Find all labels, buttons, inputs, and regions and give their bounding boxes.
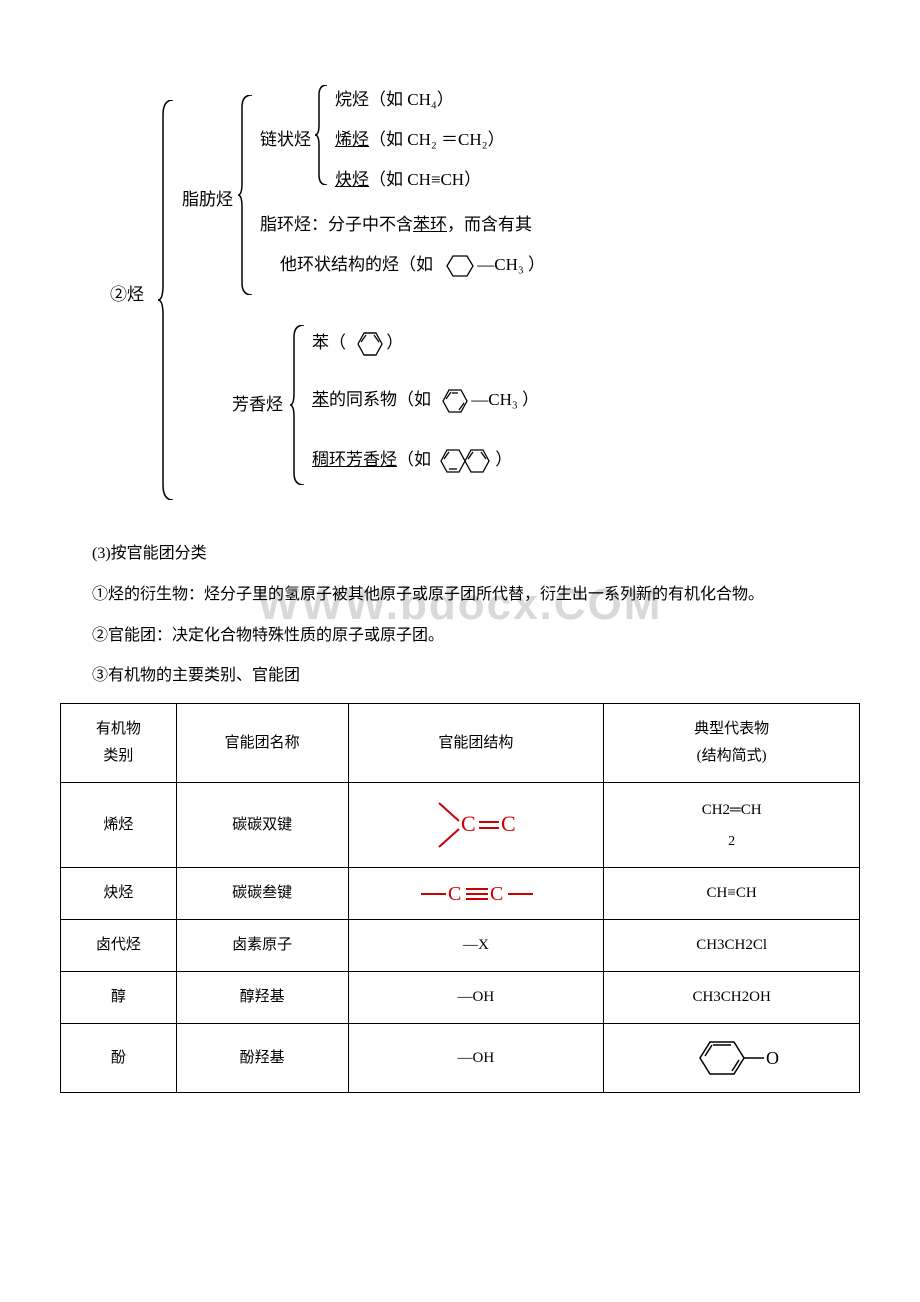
aromatic-label: 芳香烃 [232,390,283,421]
cc-triple-bond-icon: C C [416,881,536,907]
cell-cat-phenol: 酚 [61,1024,177,1093]
alicyclic2-pre: 他环状结构的烃（如 [280,255,433,274]
rep-alkene-mid: ═ [730,802,741,818]
benzene-pre: 苯（ [312,333,346,352]
polycyclic-row: 稠环芳香烃（如 ） [312,445,512,476]
benzene-row: 苯（ ） [312,328,403,359]
svg-text:C: C [490,883,503,905]
cc-double-bond-icon: C C [421,795,531,855]
alkene-underline: 烯烃 [335,130,369,149]
alicyclic-line2: 他环状结构的烃（如 —CH₃ ） [280,250,545,281]
para-table-intro: ③有机物的主要类别、官能团 [60,662,860,691]
brace-chain [315,85,331,185]
alkane-row: 烷烃（如 CH₄） [335,85,454,116]
para-derivative: ①烃的衍生物：烃分子里的氢原子被其他原子或原子团所代替，衍生出一系列新的有机化合… [60,581,860,610]
section3-heading: (3)按官能团分类 [60,540,860,569]
cell-cat-halide: 卤代烃 [61,920,177,972]
th-fgstruct: 官能团结构 [348,704,604,783]
hydrocarbon-classification-diagram: ②烃 脂肪烃 链状烃 烷烃（如 CH₄） 烯烃（如 CH₂ ＝CH₂） 炔烃（如… [110,80,810,510]
alkyne-row: 炔烃（如 CH≡CH） [335,165,481,196]
table-row: 醇 醇羟基 —OH CH3CH2OH [61,972,860,1024]
cell-rep-alkyne: CH≡CH [604,868,860,920]
chain-label: 链状烃 [260,125,311,156]
cell-rep-alkene: CH2═CH2 [604,783,860,868]
cell-fgname-alkene: 碳碳双键 [176,783,348,868]
table-row: 酚 酚羟基 —OH O [61,1024,860,1093]
benzene-hom-mid: 的同系物（如 [329,390,431,409]
benzene-post: ） [386,333,403,352]
cell-fgname-phenol: 酚羟基 [176,1024,348,1093]
cell-rep-alcohol: CH3CH2OH [604,972,860,1024]
cell-cat-alkyne: 炔烃 [61,868,177,920]
svg-text:C: C [448,883,461,905]
naphthalene-icon [435,446,495,476]
svg-text:O: O [766,1048,779,1068]
alicyclic2-post: —CH₃ ） [477,255,545,274]
rep-alkene-post: CH [741,802,762,818]
benzene-ring-underline: 苯环 [413,215,447,234]
cyclohexane-icon [437,252,477,280]
th-rep: 典型代表物 (结构简式) [604,704,860,783]
cell-cat-alcohol: 醇 [61,972,177,1024]
rep-alkene-sub: 2 [728,834,735,849]
cell-fg-alkyne: C C [348,868,604,920]
cell-rep-halide: CH3CH2Cl [604,920,860,972]
benzene-hom-post: —CH₃ ） [471,390,539,409]
table-row: 炔烃 碳碳叁键 C C CH≡CH [61,868,860,920]
cell-fg-phenol: —OH [348,1024,604,1093]
toluene-icon [435,386,471,416]
aliphatic-label: 脂肪烃 [182,185,233,216]
alkene-post: （如 CH₂ ＝CH₂） [369,130,505,149]
cell-rep-phenol: O [604,1024,860,1093]
th-rep-2: (结构简式) [697,748,767,764]
cell-fg-alcohol: —OH [348,972,604,1024]
th-rep-1: 典型代表物 [694,721,769,737]
th-category: 有机物 类别 [61,704,177,783]
table-row: 卤代烃 卤素原子 —X CH3CH2Cl [61,920,860,972]
rep-alkene-pre: CH2 [702,802,730,818]
alicyclic-line1: 脂环烃：分子中不含苯环，而含有其 [260,210,532,241]
benzene-icon [350,329,386,359]
cell-fgname-alkyne: 碳碳叁键 [176,868,348,920]
alicyclic-pre: 脂环烃：分子中不含 [260,215,413,234]
benzene-homolog-row: 苯的同系物（如 —CH₃ ） [312,385,539,416]
alkyne-post: （如 CH≡CH） [369,170,481,189]
th-cat-2: 类别 [103,748,133,764]
cell-fgname-halide: 卤素原子 [176,920,348,972]
polycyclic-mid: （如 [397,450,431,469]
cell-cat-alkene: 烯烃 [61,783,177,868]
root-label: ②烃 [110,280,144,311]
alkene-row: 烯烃（如 CH₂ ＝CH₂） [335,125,505,156]
functional-group-table: 有机物 类别 官能团名称 官能团结构 典型代表物 (结构简式) 烯烃 碳碳双键 … [60,703,860,1093]
alicyclic-post: ，而含有其 [447,215,532,234]
cell-fgname-alcohol: 醇羟基 [176,972,348,1024]
phenol-icon: O [672,1036,792,1080]
th-fgname: 官能团名称 [176,704,348,783]
svg-text:C: C [501,811,516,836]
para-functional-group: ②官能团：决定化合物特殊性质的原子或原子团。 [60,622,860,651]
brace-aliphatic [238,95,256,295]
brace-aromatic [290,325,308,485]
svg-text:C: C [461,811,476,836]
table-row: 烯烃 碳碳双键 C C CH2═CH2 [61,783,860,868]
th-cat-1: 有机物 [96,721,141,737]
cell-fg-halide: —X [348,920,604,972]
table-header-row: 有机物 类别 官能团名称 官能团结构 典型代表物 (结构简式) [61,704,860,783]
cell-fg-alkene: C C [348,783,604,868]
polycyclic-post: ） [495,450,512,469]
brace-root [158,100,178,500]
alkyne-underline: 炔烃 [335,170,369,189]
benzene-hom-underline: 苯 [312,390,329,409]
polycyclic-underline: 稠环芳香烃 [312,450,397,469]
